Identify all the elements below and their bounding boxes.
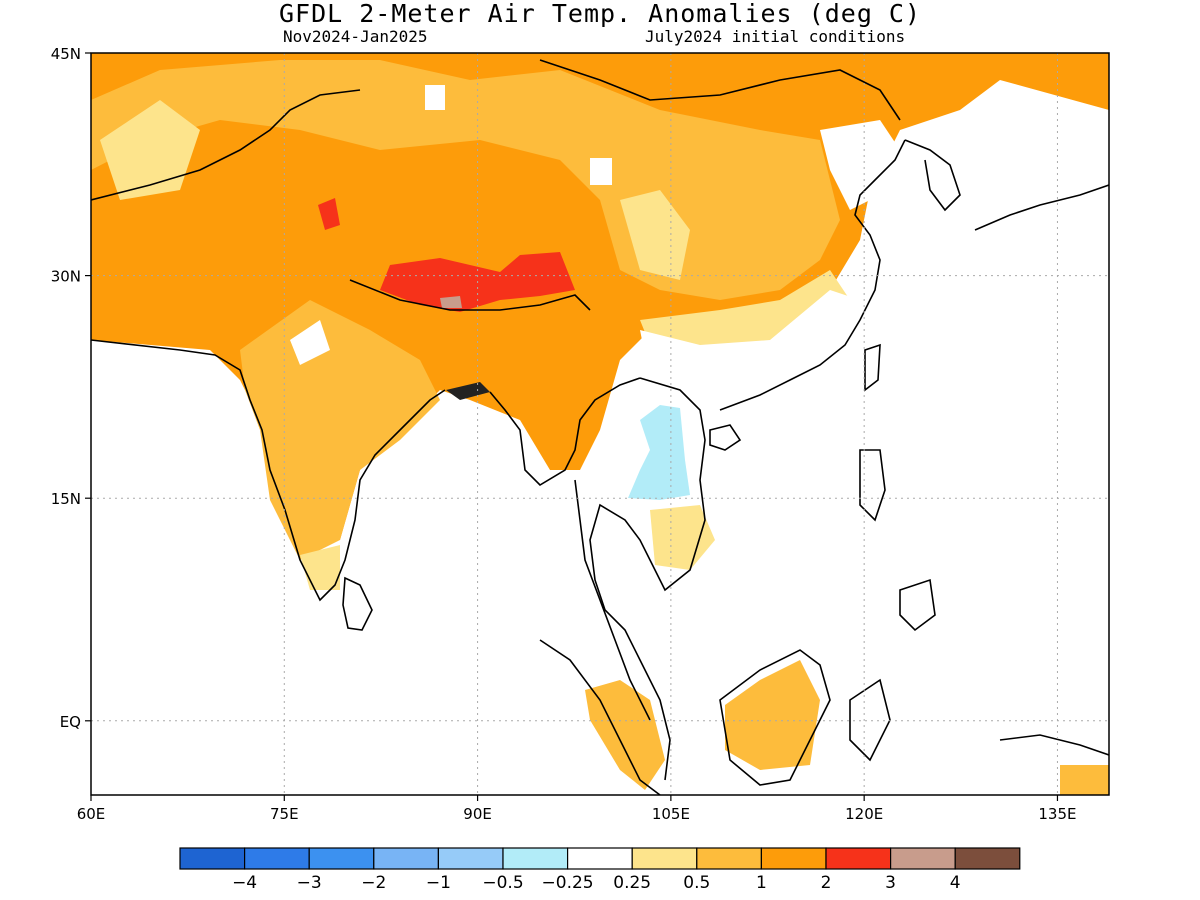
lon-tick-label: 120E [845, 805, 883, 823]
colorbar-label: −0.5 [482, 873, 523, 893]
bay-of-bengal-east-coastline [489, 377, 641, 487]
colorbar-swatch [308, 847, 375, 870]
colorbar-label: −1 [426, 873, 451, 893]
anomaly-region-neutral [820, 120, 900, 210]
colorbar-swatch [566, 847, 633, 870]
colorbar-label: 3 [885, 873, 896, 893]
graticule [91, 53, 1109, 795]
anomaly-region-0.5 [725, 660, 820, 770]
colorbar [179, 847, 1021, 870]
map-frame [90, 52, 1110, 796]
anomaly-region-negative-0.25 [628, 405, 690, 500]
lon-tick-label: 90E [463, 805, 492, 823]
taiwan-coastline [864, 343, 881, 392]
lon-tick-label: 75E [270, 805, 299, 823]
new-guinea-coastline [999, 734, 1109, 756]
initial-conditions: July2024 initial conditions [645, 27, 906, 46]
lat-tick-label: 15N [51, 490, 81, 508]
colorbar-swatch [631, 847, 698, 870]
lon-tick-label: 135E [1038, 805, 1076, 823]
colorbar-swatch [179, 847, 246, 870]
colorbar-label: 0.5 [683, 873, 710, 893]
colorbar-swatch [502, 847, 569, 870]
colorbar-label: 2 [821, 873, 832, 893]
colorbar-labels: −4 −3 −2 −1 −0.5 −0.25 0.25 0.5 1 2 3 4 [232, 873, 961, 893]
lat-tick-label: 45N [51, 45, 81, 63]
lat-tick-label: EQ [60, 713, 81, 731]
colorbar-label: 4 [950, 873, 961, 893]
colorbar-label: −4 [232, 873, 257, 893]
anomaly-region-0.25 [620, 190, 690, 280]
colorbar-swatch [373, 847, 439, 870]
tibet-border [349, 279, 591, 311]
coastlines [91, 59, 1109, 795]
malay-peninsula-coastline [574, 479, 651, 721]
anomaly-region-0.5 [585, 680, 665, 790]
colorbar-label: 1 [756, 873, 767, 893]
india-coastline [91, 339, 446, 602]
colorbar-swatch [696, 847, 762, 870]
sulawesi-coastline [849, 678, 891, 762]
japan-coastline [974, 184, 1109, 231]
anomaly-region-neutral [290, 320, 330, 365]
korea-coastline [904, 139, 961, 212]
lat-tick-label: 30N [51, 268, 81, 286]
sri-lanka-coastline [342, 576, 373, 631]
anomaly-region-0.5 [1060, 765, 1109, 795]
forecast-period: Nov2024-Jan2025 [283, 27, 428, 46]
china-coastline [719, 139, 906, 411]
luzon-coastline [859, 449, 886, 522]
colorbar-swatch [825, 847, 892, 870]
hainan-coastline [709, 424, 742, 451]
anomaly-region-neutral [425, 85, 445, 110]
sumatra-coastline [539, 639, 661, 795]
anomaly-region-0.5 [240, 300, 440, 560]
mindanao-coastline [899, 578, 936, 632]
colorbar-swatch [954, 847, 1021, 870]
map-fields [91, 53, 1109, 795]
colorbar-swatch [760, 847, 827, 870]
anomaly-region-2 [318, 198, 340, 230]
southeast-asia-coastline [589, 377, 706, 781]
anomaly-region-3 [440, 296, 462, 308]
anomaly-region-delta [446, 382, 490, 400]
anomaly-region-0.25 [100, 100, 200, 200]
lon-tick-label: 105E [652, 805, 690, 823]
longitude-labels: 60E 75E 90E 105E 120E 135E [77, 795, 1077, 823]
colorbar-label: 0.25 [613, 873, 651, 893]
western-borders [91, 89, 361, 201]
map-title: GFDL 2-Meter Air Temp. Anomalies (deg C) [278, 0, 922, 28]
mongolia-border [539, 59, 901, 121]
colorbar-label: −0.25 [542, 873, 594, 893]
colorbar-label: −2 [361, 873, 386, 893]
colorbar-swatch [437, 847, 504, 870]
anomaly-region-neutral [590, 158, 612, 185]
lon-tick-label: 60E [77, 805, 106, 823]
anomaly-region-neutral [640, 290, 870, 410]
colorbar-swatch [244, 847, 310, 870]
colorbar-label: −3 [297, 873, 322, 893]
anomaly-region-0.25 [650, 505, 715, 570]
borneo-coastline [719, 649, 831, 786]
colorbar-swatch [889, 847, 956, 870]
latitude-labels: 45N 30N 15N EQ [51, 45, 91, 731]
